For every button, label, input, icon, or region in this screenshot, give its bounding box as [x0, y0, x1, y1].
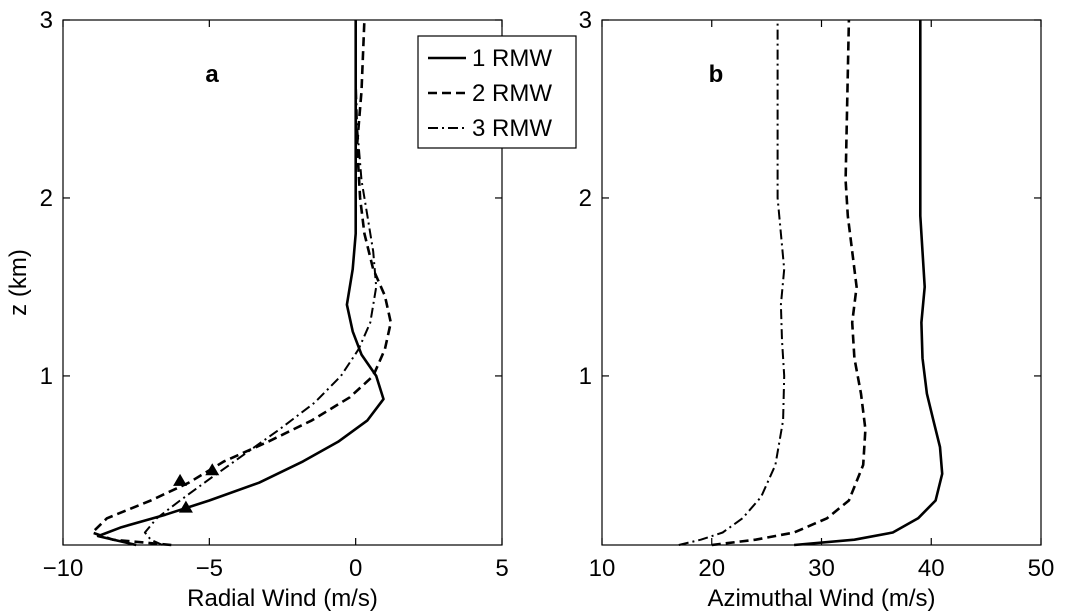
- panel-a: −10 −5 0 5 1 2 3 Radial Wind (m/s) z (km) a 1 RMW 2…: [5, 7, 577, 612]
- x-axis-label: Azimuthal Wind (m/s): [707, 585, 935, 612]
- legend-entry: 3 RMW: [472, 115, 552, 142]
- panel-label: b: [709, 61, 724, 88]
- y-tick-label: 2: [40, 185, 53, 212]
- series-line-1-rmw: [96, 20, 385, 547]
- x-tick-label: −10: [43, 555, 84, 582]
- x-tick-label: −5: [196, 555, 223, 582]
- x-tick-label: 5: [495, 555, 508, 582]
- plot-frame: [601, 19, 1042, 546]
- series-marker-2-rmw: [173, 473, 188, 486]
- series-line-3-rmw: [143, 20, 378, 546]
- series-line-3-rmw: [678, 20, 786, 546]
- legend: 1 RMW 2 RMW 3 RMW: [417, 35, 577, 149]
- x-tick-label: 10: [589, 555, 616, 582]
- x-tick-label: 50: [1028, 555, 1055, 582]
- legend-entry: 1 RMW: [472, 45, 552, 72]
- y-tick-label: 2: [579, 185, 592, 212]
- series-line-2-rmw: [91, 19, 393, 547]
- y-axis-label: z (km): [5, 249, 32, 316]
- x-tick-label: 0: [349, 555, 362, 582]
- x-tick-label: 40: [918, 555, 945, 582]
- x-axis-label: Radial Wind (m/s): [187, 585, 378, 612]
- y-tick-label: 1: [40, 363, 53, 390]
- x-tick-label: 30: [808, 555, 835, 582]
- series-line-1-rmw: [793, 20, 944, 547]
- series-marker-3-rmw: [205, 463, 220, 476]
- y-tick-label: 3: [579, 7, 592, 34]
- panel-label: a: [205, 61, 219, 88]
- series-marker-1-rmw: [178, 500, 193, 513]
- legend-entry: 2 RMW: [472, 80, 552, 107]
- series-line-2-rmw: [711, 19, 867, 547]
- plot-frame: [62, 19, 503, 546]
- panel-b: 10 20 30 40 50 1 2 3 Azimuthal Wind (m/s) b: [579, 7, 1055, 612]
- y-tick-label: 3: [40, 7, 53, 34]
- x-tick-label: 20: [698, 555, 725, 582]
- y-tick-label: 1: [579, 363, 592, 390]
